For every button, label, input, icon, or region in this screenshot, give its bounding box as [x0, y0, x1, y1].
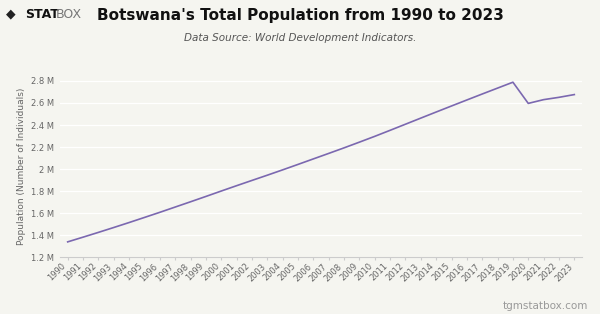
Text: Data Source: World Development Indicators.: Data Source: World Development Indicator… — [184, 33, 416, 43]
Text: STAT: STAT — [25, 8, 59, 21]
Text: Botswana's Total Population from 1990 to 2023: Botswana's Total Population from 1990 to… — [97, 8, 503, 23]
Text: ◆: ◆ — [6, 8, 16, 21]
Y-axis label: Population (Number of Individuals): Population (Number of Individuals) — [17, 88, 26, 245]
Text: tgmstatbox.com: tgmstatbox.com — [503, 301, 588, 311]
Text: BOX: BOX — [56, 8, 82, 21]
